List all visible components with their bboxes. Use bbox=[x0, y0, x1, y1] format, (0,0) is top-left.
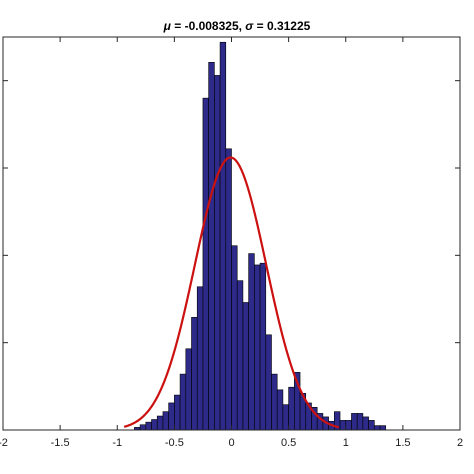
histogram-bar bbox=[231, 245, 238, 431]
title-sigma-symbol: σ bbox=[245, 19, 254, 33]
x-tick-label: 2 bbox=[457, 437, 463, 449]
histogram-bar bbox=[242, 302, 249, 431]
histogram-bar bbox=[265, 334, 272, 431]
histogram-bar bbox=[356, 413, 364, 431]
histogram-bar bbox=[351, 413, 358, 431]
histogram-bar bbox=[374, 425, 381, 431]
normal-fit-curve bbox=[123, 156, 340, 429]
histogram-bar bbox=[174, 394, 181, 431]
histogram-bar bbox=[248, 253, 255, 431]
x-tick-label: 0.5 bbox=[281, 437, 296, 449]
chart-title: μ = -0.008325, σ = 0.31225 bbox=[163, 19, 311, 33]
x-tick-label: -0.5 bbox=[165, 437, 184, 449]
x-tick-label: -2 bbox=[0, 437, 8, 449]
histogram-bar bbox=[379, 425, 387, 431]
histogram-bar bbox=[156, 415, 164, 431]
histogram-bar bbox=[362, 416, 369, 431]
histogram-bar bbox=[254, 264, 261, 431]
axes: -2 -1.5 -1 -0.5 0 0.5 1 1.5 2 bbox=[0, 36, 463, 449]
histogram-bar bbox=[271, 373, 278, 431]
title-mu-symbol: μ bbox=[163, 19, 172, 33]
histogram-bar bbox=[339, 420, 347, 431]
histogram-bar bbox=[345, 420, 352, 431]
histogram-bar bbox=[196, 286, 204, 431]
histogram-bar bbox=[208, 62, 215, 431]
histogram-bar bbox=[191, 317, 198, 431]
histogram-bar bbox=[288, 386, 295, 431]
histogram-bar bbox=[185, 348, 192, 431]
x-tick-label: -1 bbox=[112, 437, 122, 449]
x-tick-label: 1.5 bbox=[395, 437, 410, 449]
histogram-bar bbox=[151, 419, 158, 431]
histogram-bar bbox=[145, 421, 152, 431]
title-mu-value: = -0.008325, bbox=[171, 19, 245, 33]
histogram-bar bbox=[276, 389, 284, 431]
x-tick-label: 0 bbox=[228, 437, 234, 449]
histogram-bar bbox=[368, 420, 375, 431]
histogram-bar bbox=[168, 402, 175, 431]
x-tick-label: -1.5 bbox=[51, 437, 70, 449]
histogram-bar bbox=[282, 404, 289, 431]
histogram-bar bbox=[202, 97, 209, 431]
histogram-bar bbox=[236, 280, 244, 431]
histogram-bar bbox=[139, 424, 147, 431]
histogram-bar bbox=[259, 262, 267, 431]
histogram-bar bbox=[225, 148, 232, 431]
histogram-bars bbox=[134, 41, 387, 431]
x-tick-label: 1 bbox=[343, 437, 349, 449]
histogram-bar bbox=[219, 41, 227, 431]
histogram-bar bbox=[214, 75, 221, 431]
histogram-bar bbox=[162, 411, 169, 431]
histogram-bar bbox=[179, 373, 187, 431]
title-sigma-value: = 0.31225 bbox=[253, 19, 310, 33]
